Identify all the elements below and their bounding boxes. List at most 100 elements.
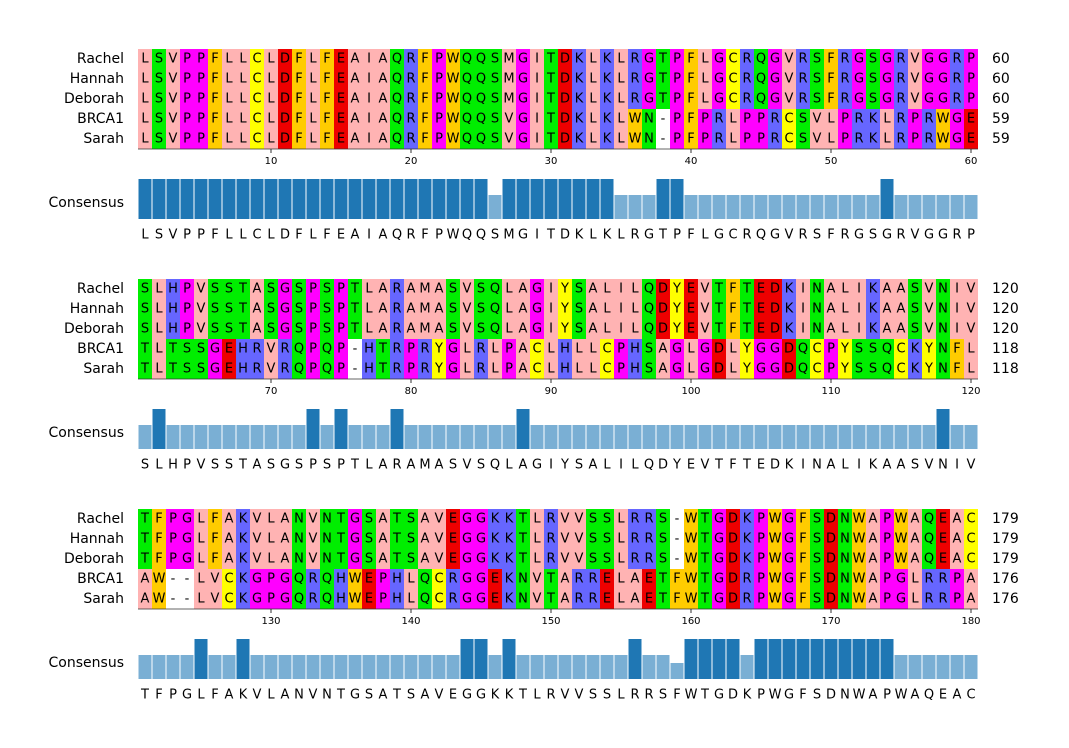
residue-letter: R [448,592,457,607]
residue-cell [152,319,166,339]
residue-cell [446,69,460,89]
residue-letter: A [869,572,878,587]
residue-letter: S [575,322,583,337]
residue-cell [208,109,222,129]
residue-cell [922,339,936,359]
consensus-letter: R [644,688,653,703]
residue-letter: Q [476,132,486,147]
sequence-end-position: 118 [992,361,1019,377]
consensus-bar [152,409,166,449]
residue-letter: P [883,512,891,527]
residue-letter: I [801,282,805,297]
residue-cell [572,279,586,299]
consensus-letter: R [798,228,807,243]
residue-letter: S [197,362,205,377]
residue-cell [390,109,404,129]
residue-letter: C [966,552,975,567]
residue-cell [642,129,656,149]
residue-letter: E [337,132,345,147]
residue-cell [166,129,180,149]
consensus-letter: L [225,228,233,243]
residue-letter: L [911,572,919,587]
residue-letter: G [952,132,962,147]
consensus-letter: S [267,458,275,473]
residue-cell [544,69,558,89]
residue-letter: N [294,512,304,527]
residue-letter: V [575,552,584,567]
residue-letter: L [883,132,891,147]
residue-cell [334,89,348,109]
residue-letter: A [519,362,528,377]
residue-cell [502,109,516,129]
residue-letter: G [854,52,864,67]
consensus-bar [530,179,544,219]
residue-letter: T [140,552,149,567]
residue-letter: G [784,552,794,567]
residue-letter: F [295,112,302,127]
residue-letter: E [757,302,765,317]
consensus-bar [530,655,544,679]
residue-cell [628,299,642,319]
residue-letter: E [225,342,233,357]
residue-letter: Y [840,362,849,377]
residue-letter: L [687,342,695,357]
residue-cell [250,49,264,69]
residue-cell [236,109,250,129]
residue-cell [320,109,334,129]
residue-letter: A [379,282,388,297]
residue-cell [292,339,306,359]
consensus-bar [908,195,922,219]
consensus-letter: S [603,688,611,703]
residue-letter: G [854,72,864,87]
residue-letter: I [955,282,959,297]
residue-letter: V [267,342,276,357]
consensus-bar [908,655,922,679]
sequence-name: Hannah [70,71,124,87]
residue-letter: P [407,342,415,357]
consensus-bar [516,179,530,219]
consensus-letter: A [407,458,416,473]
consensus-bar [432,179,446,219]
consensus-letter: N [840,688,850,703]
residue-cell [838,129,852,149]
residue-letter: K [869,322,878,337]
residue-letter: - [675,512,680,527]
residue-letter: V [967,302,976,317]
residue-cell [334,339,348,359]
residue-cell [922,109,936,129]
residue-cell [586,49,600,69]
residue-letter: C [252,92,261,107]
residue-cell [586,129,600,149]
residue-cell [810,109,824,129]
residue-letter: E [225,362,233,377]
residue-cell [964,319,978,339]
consensus-bar [264,425,278,449]
residue-letter: S [855,362,863,377]
residue-cell [684,69,698,89]
residue-letter: R [546,552,555,567]
residue-letter: F [155,532,162,547]
residue-letter: T [392,552,401,567]
residue-letter: A [561,572,570,587]
residue-letter: L [267,112,275,127]
residue-letter: Q [322,572,332,587]
residue-cell [880,89,894,109]
residue-letter: R [854,132,863,147]
residue-cell [320,319,334,339]
residue-letter: A [827,302,836,317]
consensus-letter: V [785,228,794,243]
residue-cell [348,109,362,129]
residue-letter: T [336,512,345,527]
residue-letter: K [491,512,500,527]
residue-letter: L [589,72,597,87]
residue-cell [390,299,404,319]
residue-letter: E [757,282,765,297]
residue-letter: C [966,532,975,547]
consensus-bar [460,425,474,449]
position-tick-label: 120 [961,386,980,397]
residue-letter: Q [924,512,934,527]
residue-cell [180,279,194,299]
residue-cell [194,89,208,109]
consensus-letter: I [549,458,553,473]
residue-letter: P [883,592,891,607]
